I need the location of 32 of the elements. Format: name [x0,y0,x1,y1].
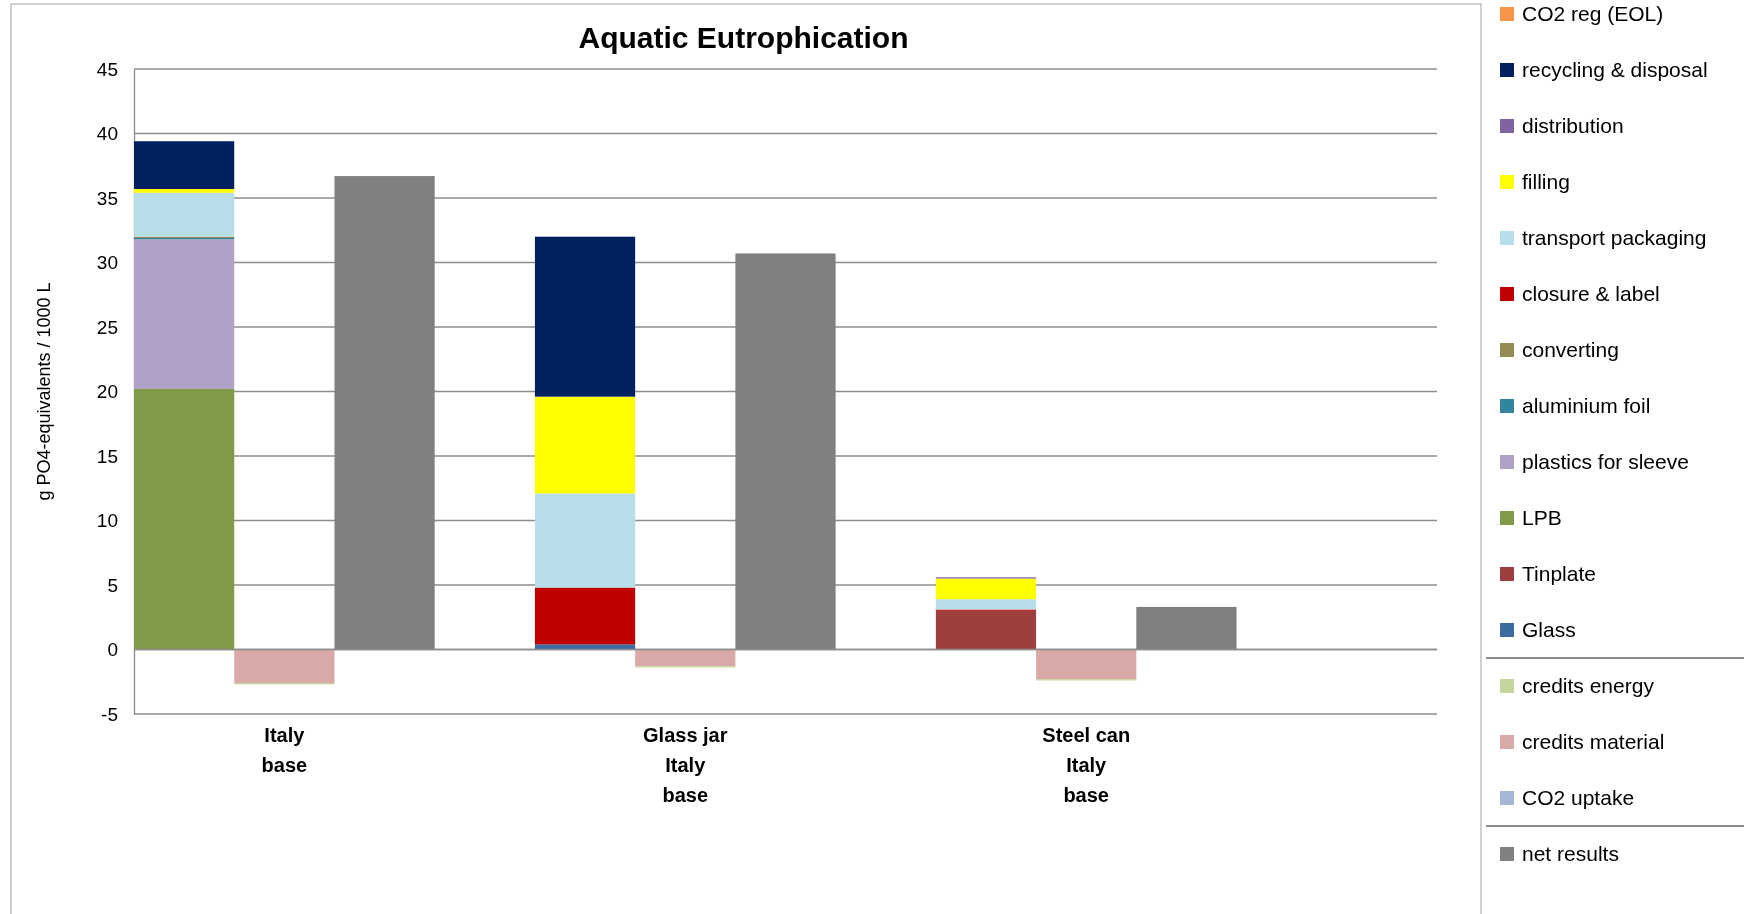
y-tick-label: 45 [96,58,118,80]
y-tick-label: 20 [96,381,118,403]
legend-label: CO2 reg (EOL) [1522,2,1664,25]
y-tick-label: 0 [107,639,118,661]
legend-label: credits energy [1522,674,1655,697]
y-tick-label: 40 [96,123,118,145]
legend-label: Tinplate [1522,562,1596,585]
y-tick-label: 15 [96,445,118,467]
x-tick-label: Steel can Italy base [1042,724,1131,807]
x-tick-label: Italy base [261,724,308,777]
legend-label: distribution [1522,114,1624,137]
legend-label: converting [1522,338,1619,361]
legend-label: aluminium foil [1522,394,1651,417]
legend-label: recycling & disposal [1522,58,1708,81]
legend-label: plastics for sleeve [1522,450,1689,473]
legend-label: credits material [1522,730,1665,753]
legend-label: closure & label [1522,282,1660,305]
legend-label: LPB [1522,506,1562,529]
x-tick-label: Glass jar Italy base [643,724,728,807]
y-axis-title: g PO4-equivalents / 1000 L [34,282,54,501]
legend-label: Glass [1522,618,1576,641]
legend-label: filling [1522,170,1570,193]
legend-label: transport packaging [1522,226,1707,249]
y-tick-label: 25 [96,316,118,338]
y-tick-label: -5 [101,703,118,725]
y-tick-label: 10 [96,510,118,532]
y-tick-label: 30 [96,252,118,274]
legend-label: net results [1522,842,1619,865]
legend-label: CO2 uptake [1522,786,1635,809]
chart-title: Aquatic Eutrophication [578,21,909,54]
y-tick-label: 5 [107,574,118,596]
y-tick-label: 35 [96,187,118,209]
